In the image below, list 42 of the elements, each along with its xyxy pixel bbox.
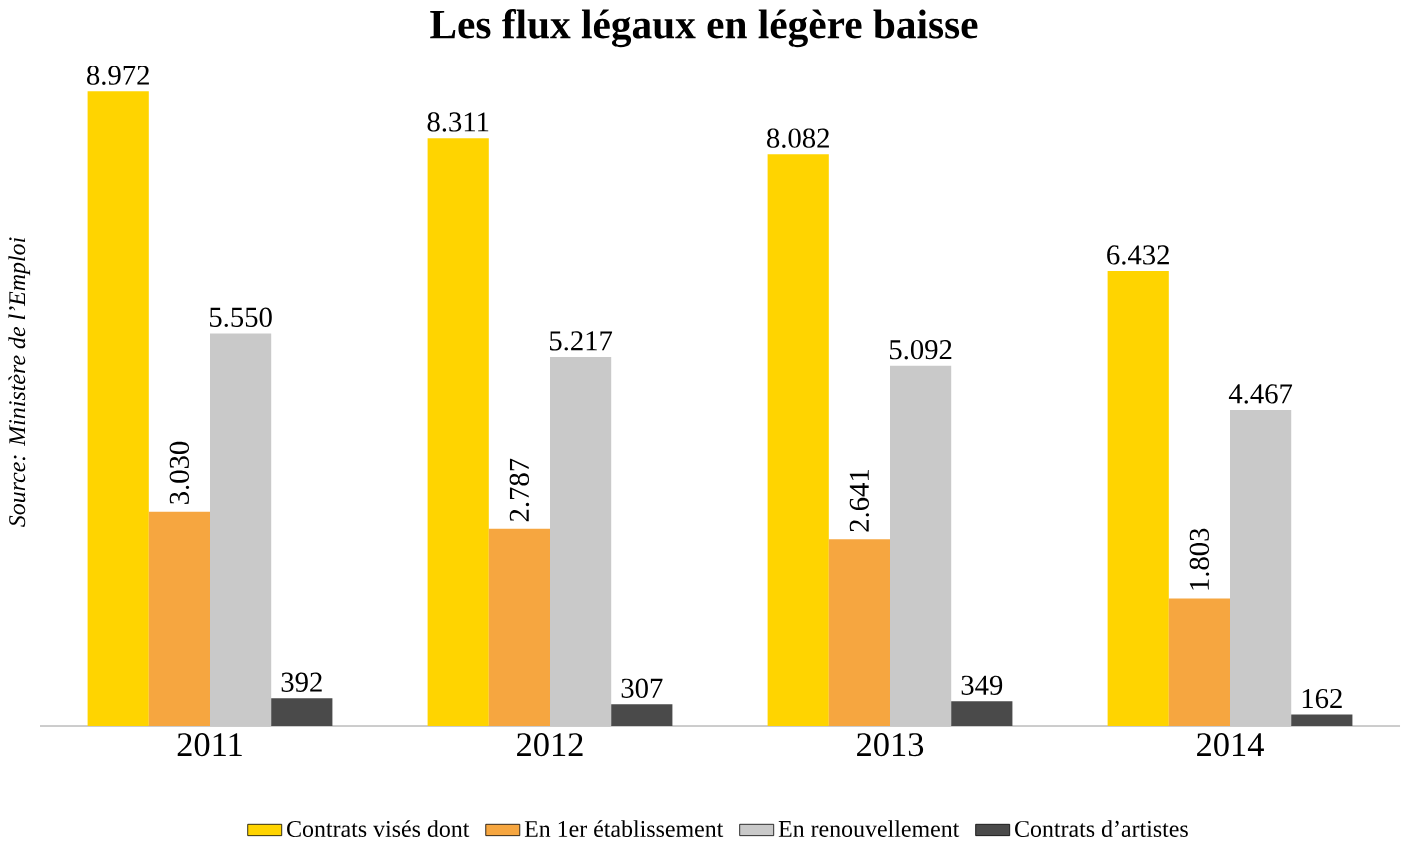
x-tick-label: 2011 xyxy=(177,733,242,757)
data-label: 5.092 xyxy=(889,339,952,360)
data-label: 2.641 xyxy=(849,469,870,532)
data-label: 8.082 xyxy=(767,128,829,148)
data-label: 349 xyxy=(961,675,1003,695)
bar xyxy=(550,356,612,726)
bar xyxy=(611,704,673,726)
bar xyxy=(890,365,952,726)
source-note: Source: Ministère de l’Emploi xyxy=(8,237,31,527)
data-label: 3.030 xyxy=(169,441,190,504)
bar xyxy=(87,91,149,726)
legend-label: En 1er établissement xyxy=(524,820,724,838)
x-tick-label: 2012 xyxy=(517,733,583,757)
data-label: 5.217 xyxy=(549,331,613,351)
chart-title: Les flux légaux en légère baisse xyxy=(430,9,978,48)
bar xyxy=(1291,714,1353,726)
data-label: 8.311 xyxy=(427,112,489,132)
data-label: 4.467 xyxy=(1228,384,1293,404)
bar xyxy=(148,511,210,726)
bar xyxy=(271,698,333,726)
bar xyxy=(1107,271,1169,726)
bar xyxy=(951,701,1013,726)
data-label: 307 xyxy=(621,678,663,698)
data-label: 8.972 xyxy=(87,65,149,85)
bar xyxy=(828,539,891,726)
bar xyxy=(1168,598,1231,726)
x-tick-label: 2013 xyxy=(857,733,924,757)
legend-label: En renouvellement xyxy=(778,820,960,837)
bar xyxy=(488,528,551,726)
data-label: 1.803 xyxy=(1189,528,1210,590)
data-label: 5.550 xyxy=(209,307,272,328)
bar xyxy=(427,138,489,726)
data-label: 6.432 xyxy=(1107,245,1169,265)
bar xyxy=(767,154,829,726)
x-tick-label: 2014 xyxy=(1197,733,1264,757)
data-label: 162 xyxy=(1302,688,1342,709)
bar xyxy=(210,333,272,726)
data-label: 2.787 xyxy=(509,458,530,522)
bar xyxy=(1230,410,1292,726)
data-label: 392 xyxy=(281,672,322,692)
legend-label: Contrats visés dont xyxy=(287,820,470,838)
legend-label: Contrats d’artistes xyxy=(1015,820,1188,837)
